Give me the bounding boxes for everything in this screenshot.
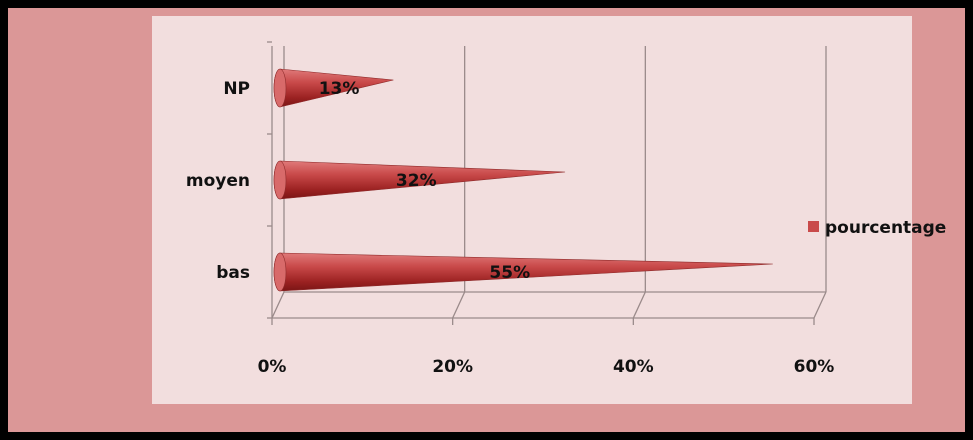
data-label: 13% (319, 79, 360, 99)
legend-swatch (808, 221, 819, 232)
cone-base (273, 252, 287, 292)
legend: pourcentage (808, 218, 946, 238)
cone-base (273, 160, 287, 200)
y-tick-label: NP (223, 79, 250, 99)
cone-base (273, 68, 287, 108)
label-layer: 0% 20% 40% 60% NP 13% moyen 32% bas 55% (186, 79, 834, 377)
gridline-floor (452, 291, 466, 319)
data-label: 32% (396, 171, 437, 191)
x-tick-label: 60% (794, 357, 835, 377)
gridline-floor (271, 291, 285, 319)
x-tick-label: 0% (258, 357, 287, 377)
x-tick-label: 40% (613, 357, 654, 377)
y-tick-label: bas (216, 263, 250, 283)
bar-layer (273, 68, 773, 292)
y-tick-label: moyen (186, 171, 250, 191)
gridline-floor (813, 291, 827, 319)
gridline-floor (632, 291, 646, 319)
legend-label: pourcentage (825, 218, 946, 238)
x-tick-label: 20% (432, 357, 473, 377)
data-label: 55% (489, 263, 530, 283)
